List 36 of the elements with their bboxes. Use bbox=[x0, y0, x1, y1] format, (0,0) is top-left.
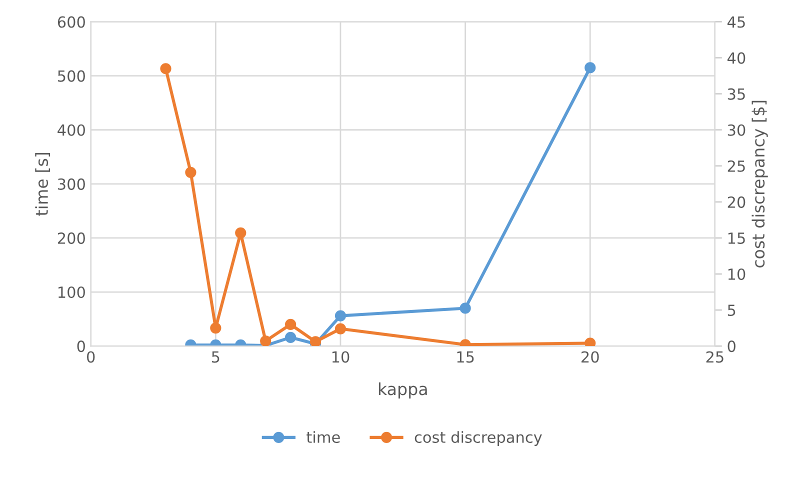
x-tick-label: 20 bbox=[582, 351, 599, 363]
y2-tick-label: 10 bbox=[728, 268, 746, 280]
y-tick-label: 600 bbox=[58, 16, 85, 28]
y2-tick-label: 20 bbox=[728, 196, 746, 208]
legend-label: time bbox=[306, 431, 340, 443]
point bbox=[210, 322, 222, 334]
x-tick-label: 0 bbox=[86, 351, 95, 363]
y2-tick-label: 30 bbox=[728, 124, 746, 136]
legend-label: cost discrepancy bbox=[414, 431, 542, 446]
point bbox=[285, 318, 296, 330]
y2-tick-label: 35 bbox=[728, 88, 745, 100]
x-tick-label: 10 bbox=[332, 351, 350, 363]
y-tick-label: 400 bbox=[58, 124, 85, 136]
x-tick-label: 15 bbox=[457, 351, 474, 363]
point bbox=[260, 335, 272, 346]
y-tick-label: 0 bbox=[77, 340, 85, 352]
y2-tick-label: 0 bbox=[728, 340, 736, 352]
y-tick-label: 200 bbox=[58, 232, 85, 244]
y2-tick-label: 25 bbox=[728, 160, 745, 172]
x-axis-title: kappa bbox=[378, 382, 427, 399]
y-tick-label: 100 bbox=[58, 286, 85, 298]
point bbox=[235, 227, 246, 238]
x-tick-label: 5 bbox=[212, 351, 220, 363]
y2-tick-label: 15 bbox=[728, 232, 745, 244]
y2-tick-label: 5 bbox=[728, 304, 736, 316]
y-tick-label: 300 bbox=[58, 178, 85, 190]
point bbox=[185, 166, 196, 178]
point bbox=[584, 338, 596, 346]
y2-axis-title: cost discrepancy [$] bbox=[752, 100, 768, 268]
y-axis-title: time [s] bbox=[35, 153, 50, 216]
y2-tick-label: 45 bbox=[728, 16, 745, 28]
y-tick-label: 500 bbox=[58, 70, 85, 82]
y2-tick-label: 40 bbox=[728, 52, 746, 64]
x-tick-label: 25 bbox=[706, 351, 724, 363]
point bbox=[160, 63, 172, 74]
point bbox=[334, 323, 346, 334]
